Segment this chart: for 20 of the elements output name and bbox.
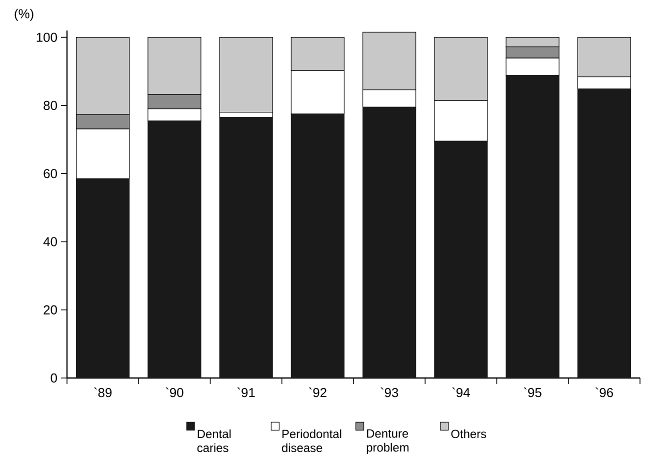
y-tick-label: 0 [50, 373, 57, 383]
y-axis-title: (%) [14, 8, 34, 21]
x-tick-label: `94 [452, 388, 470, 398]
bar [219, 37, 273, 113]
legend-label: Denture problem [366, 429, 408, 454]
y-tick-label: 20 [44, 305, 57, 314]
legend-label: Others [451, 429, 486, 438]
x-tick-label: `90 [166, 388, 184, 398]
y-tick-label: 60 [44, 168, 57, 178]
legend-label: Dental caries [197, 429, 231, 452]
y-tick-label: 100 [36, 32, 57, 42]
y-tick-label: 80 [44, 100, 57, 110]
x-tick-label: `96 [596, 388, 613, 398]
x-tick-label: `89 [94, 388, 112, 398]
y-tick-label: 40 [43, 237, 57, 246]
x-tick-label: `91 [237, 388, 255, 398]
legend-label: Periodontal disease [282, 429, 342, 452]
x-tick-label: `93 [380, 388, 398, 398]
x-tick-label: `92 [309, 388, 326, 398]
x-tick-label: `95 [524, 388, 542, 398]
